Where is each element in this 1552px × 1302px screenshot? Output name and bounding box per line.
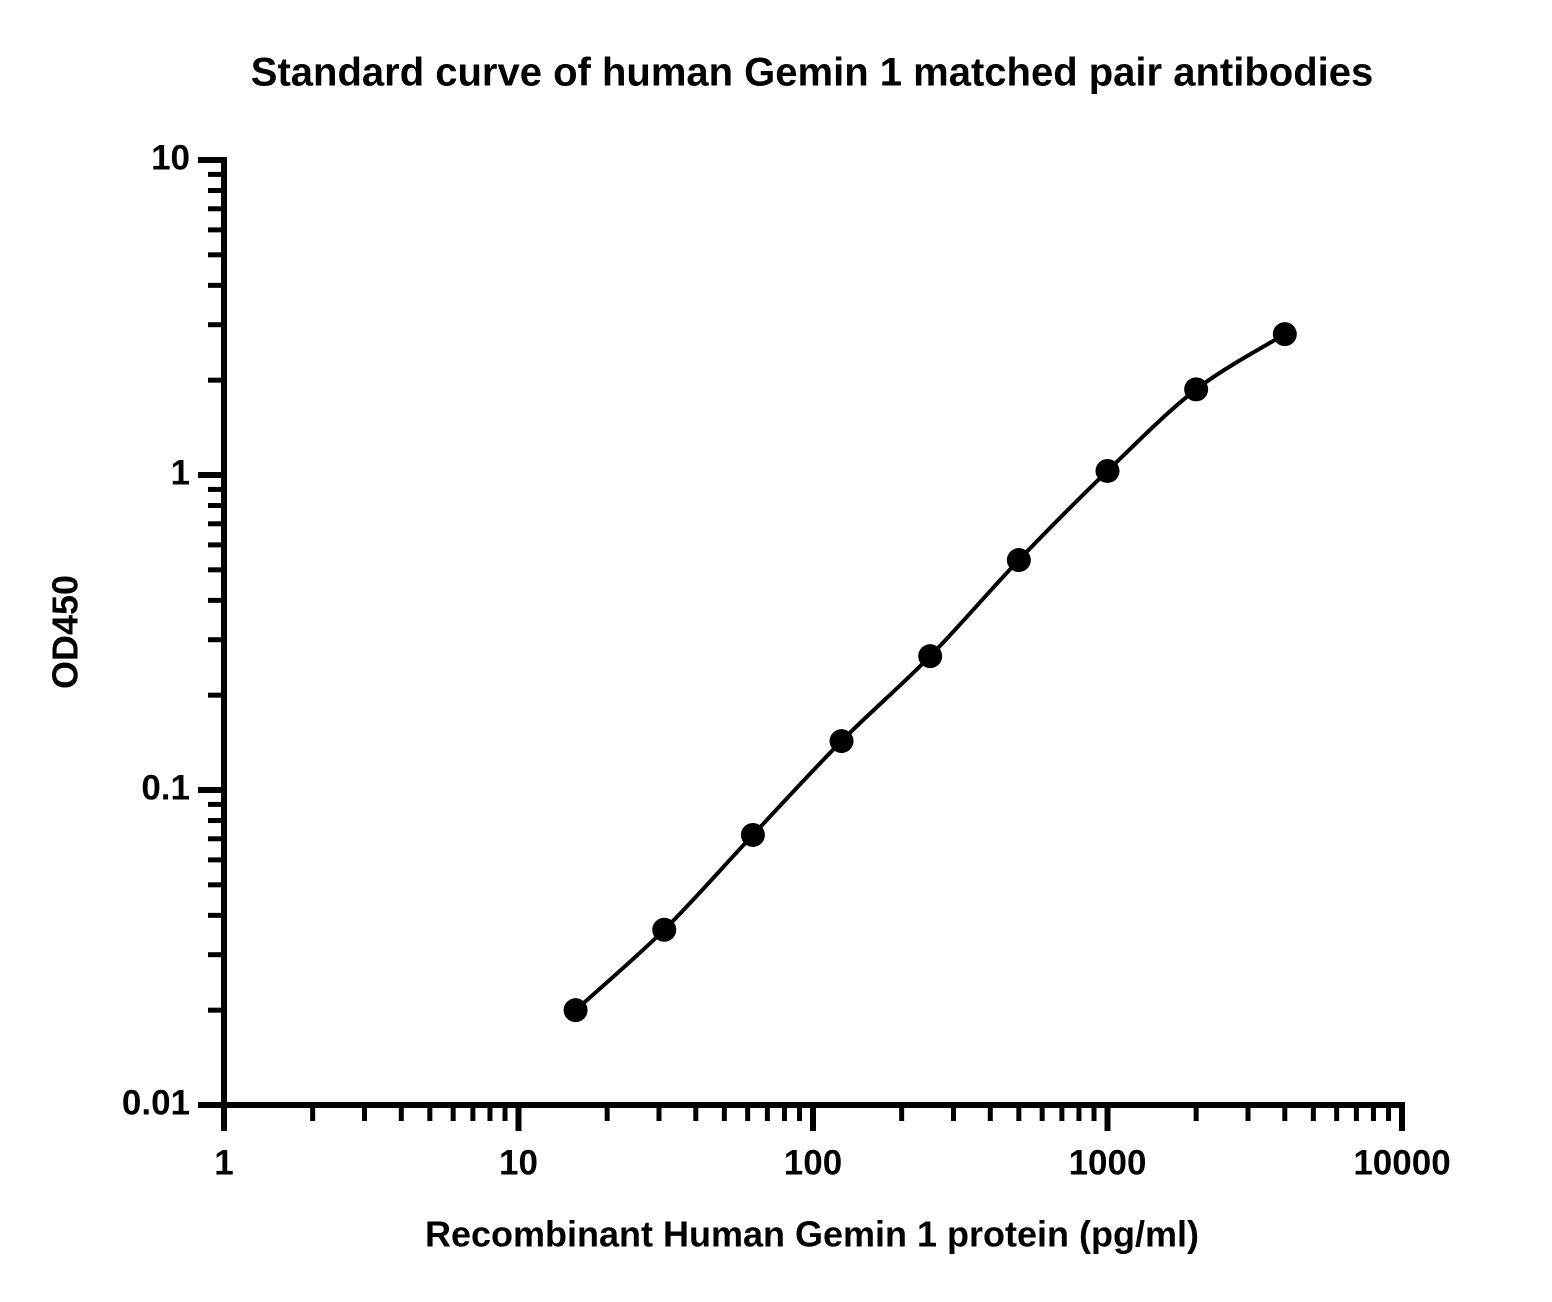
data-point [740,822,765,847]
data-point [1184,377,1209,402]
y-tick-label: 1 [171,453,190,492]
x-tick-label: 10000 [1353,1143,1450,1182]
data-point [918,644,943,669]
x-tick-label: 100 [784,1143,842,1182]
y-tick-label: 10 [151,138,190,177]
y-tick-label: 0.1 [141,768,190,807]
x-tick-label: 1000 [1069,1143,1147,1182]
x-tick-label: 10 [499,1143,538,1182]
chart-title: Standard curve of human Gemin 1 matched … [251,51,1373,95]
curve [574,332,1286,1012]
data-point [1006,548,1031,573]
data-point [652,917,677,942]
y-tick-label: 0.01 [122,1083,190,1122]
data-point [1095,458,1120,483]
data-point [1272,322,1297,347]
data-point [829,729,854,754]
x-axis-label: Recombinant Human Gemin 1 protein (pg/ml… [425,1214,1199,1255]
data-point [563,998,588,1023]
x-tick-label: 1 [214,1143,233,1182]
y-axis-label: OD450 [45,575,86,689]
